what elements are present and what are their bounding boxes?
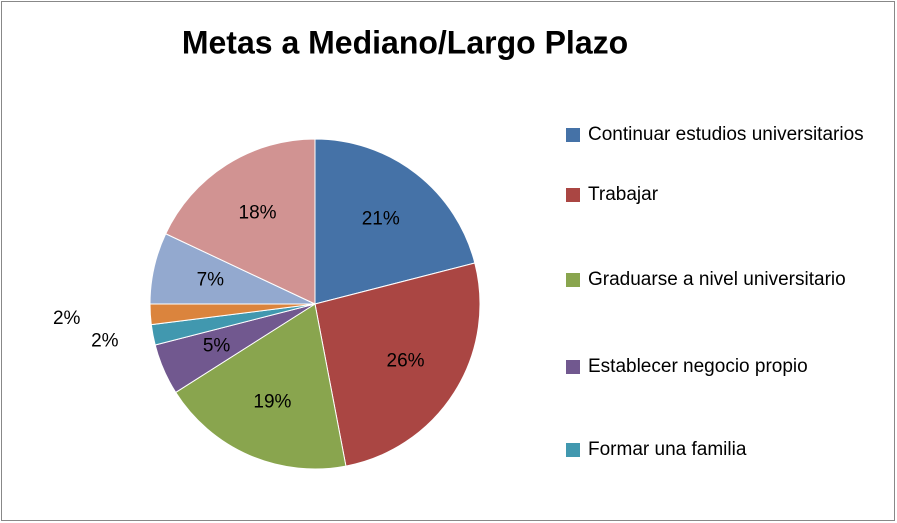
legend-label: Graduarse a nivel universitario: [588, 269, 846, 290]
pie-slice: [165, 138, 316, 305]
legend-swatch: [566, 188, 580, 202]
legend-label: Establecer negocio propio: [588, 356, 808, 377]
data-label: 2%: [91, 330, 119, 351]
legend-swatch: [566, 128, 580, 142]
data-label: 7%: [197, 270, 225, 291]
pie-slice: [314, 138, 476, 305]
legend-swatch: [566, 273, 580, 287]
pie-slice: [174, 303, 347, 470]
data-label: 5%: [203, 336, 231, 357]
pie-slice: [314, 262, 481, 467]
legend-label: Formar una familia: [588, 439, 747, 460]
data-label: 2%: [53, 308, 81, 329]
legend-label: Continuar estudios universitarios: [588, 124, 864, 145]
data-label: 18%: [239, 202, 277, 223]
chart-title: Metas a Mediano/Largo Plazo: [182, 24, 628, 60]
legend-swatch: [566, 360, 580, 374]
data-label: 21%: [362, 208, 400, 229]
legend-swatch: [566, 443, 580, 457]
data-label: 26%: [387, 350, 425, 371]
legend-label: Trabajar: [588, 184, 659, 205]
data-label: 19%: [253, 391, 291, 412]
